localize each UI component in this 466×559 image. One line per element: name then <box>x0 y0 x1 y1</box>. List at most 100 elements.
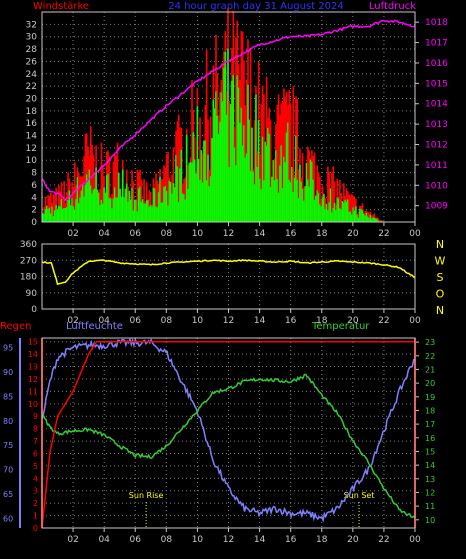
wind-average-bar <box>365 212 368 222</box>
wind-gust-bar <box>199 117 201 222</box>
wind-average-bar <box>136 211 139 222</box>
pressure-y-tick-label: 1009 <box>425 202 448 212</box>
wind-average-bar <box>111 208 113 222</box>
wind-average-bar <box>192 132 195 222</box>
wind-average-bar <box>235 165 237 222</box>
wind-average-bar <box>104 192 107 222</box>
humidity-x-tick-label: 10 <box>192 535 204 545</box>
wind-gust-bar <box>100 142 103 222</box>
wind-average-bar <box>241 145 244 222</box>
wind-average-bar <box>185 134 188 222</box>
wind-average-bar <box>188 162 191 222</box>
wind-average-bar <box>301 188 304 222</box>
wind-average-bar <box>319 204 321 222</box>
temperature-y-tick-label: 19 <box>425 393 435 402</box>
direction-y-tick-label: 90 <box>26 289 38 299</box>
direction-x-tick-label: 08 <box>161 316 173 326</box>
humidity-y-tick-label: 60 <box>3 514 13 523</box>
wind-average-bar <box>341 201 344 222</box>
wind-average-bar <box>125 183 128 222</box>
wind-gust-bar <box>331 173 333 222</box>
pressure-axis-title: Luftdruck <box>369 1 416 12</box>
pressure-y-tick-label: 1017 <box>425 39 448 49</box>
pressure-y-tick-label: 1011 <box>425 161 448 171</box>
wind-gust-bar <box>241 31 244 222</box>
wind-average-bar <box>219 121 221 222</box>
wind-average-bar <box>320 206 323 222</box>
wind-average-bar <box>204 140 207 222</box>
wind-average-bar <box>45 205 48 222</box>
temperature-y-tick-label: 16 <box>425 434 435 443</box>
wind-average-bar <box>255 94 257 222</box>
wind-average-bar <box>164 185 167 222</box>
wind-average-bar <box>213 108 216 222</box>
wind-average-bar <box>197 158 200 222</box>
wind-average-bar <box>248 119 251 222</box>
wind-average-bar <box>220 92 223 222</box>
wind-average-bar <box>297 197 300 222</box>
wind-average-bar <box>84 184 87 222</box>
wind-average-bar <box>280 145 283 222</box>
wind-average-bar <box>221 101 224 222</box>
humidity-x-tick-label: 06 <box>130 535 142 545</box>
wind-average-bar <box>167 205 169 222</box>
wind-average-bar <box>105 175 108 222</box>
wind-average-bar <box>252 171 255 222</box>
wind-x-tick-label: 16 <box>285 229 297 239</box>
wind-average-bar <box>361 210 364 222</box>
wind-average-bar <box>281 188 284 222</box>
wind-average-bar <box>91 193 93 222</box>
wind-x-tick-label: 08 <box>161 229 173 239</box>
wind-average-bar <box>227 48 229 223</box>
temperature-y-tick-label: 18 <box>425 406 435 415</box>
humidity-x-tick-label: 12 <box>223 535 234 545</box>
wind-average-bar <box>323 193 325 222</box>
wind-average-bar <box>96 189 99 222</box>
wind-average-bar <box>181 193 184 222</box>
wind-average-bar <box>231 80 233 222</box>
wind-y-tick-label: 2 <box>31 206 37 216</box>
rain-y-tick-label: 3 <box>33 487 38 496</box>
wind-average-bar <box>269 186 272 222</box>
wind-average-bar <box>315 195 317 222</box>
wind-gust-bar <box>292 86 295 222</box>
temperature-axis-title: Temperatur <box>311 321 370 332</box>
wind-gust-bar <box>245 79 248 222</box>
wind-gust-bar <box>249 49 252 222</box>
wind-gust-bar <box>101 164 104 222</box>
wind-gust-bar <box>140 179 143 222</box>
wind-average-bar <box>44 209 47 222</box>
wind-average-bar <box>139 186 141 222</box>
wind-gust-bar <box>115 155 117 222</box>
pressure-y-tick-label: 1015 <box>425 79 448 89</box>
wind-gust-bar <box>228 101 231 222</box>
wind-average-bar <box>85 174 88 222</box>
wind-average-bar <box>328 202 331 222</box>
wind-average-bar <box>300 181 303 222</box>
wind-average-bar <box>147 199 149 222</box>
temperature-y-tick-label: 17 <box>425 420 435 429</box>
wind-average-bar <box>49 213 52 222</box>
direction-x-tick-label: 16 <box>285 316 297 326</box>
wind-gust-bar <box>191 80 193 222</box>
wind-average-bar <box>51 206 53 222</box>
direction-x-tick-label: 22 <box>378 316 389 326</box>
wind-average-bar <box>72 206 75 222</box>
direction-x-tick-label: 18 <box>316 316 328 326</box>
wind-average-bar <box>359 208 361 222</box>
wind-gust-bar <box>165 154 168 222</box>
wind-average-bar <box>291 167 293 222</box>
wind-gust-bar <box>348 194 351 222</box>
wind-average-bar <box>267 128 269 222</box>
temperature-y-tick-label: 21 <box>425 365 435 374</box>
wind-average-bar <box>327 210 329 222</box>
wind-average-bar <box>189 162 192 222</box>
wind-average-bar <box>99 205 101 222</box>
wind-gust-bar <box>156 180 159 222</box>
wind-average-bar <box>345 201 348 222</box>
wind-average-bar <box>169 182 172 222</box>
wind-average-bar <box>63 208 65 222</box>
wind-average-bar <box>116 197 119 222</box>
wind-average-bar <box>141 199 144 222</box>
